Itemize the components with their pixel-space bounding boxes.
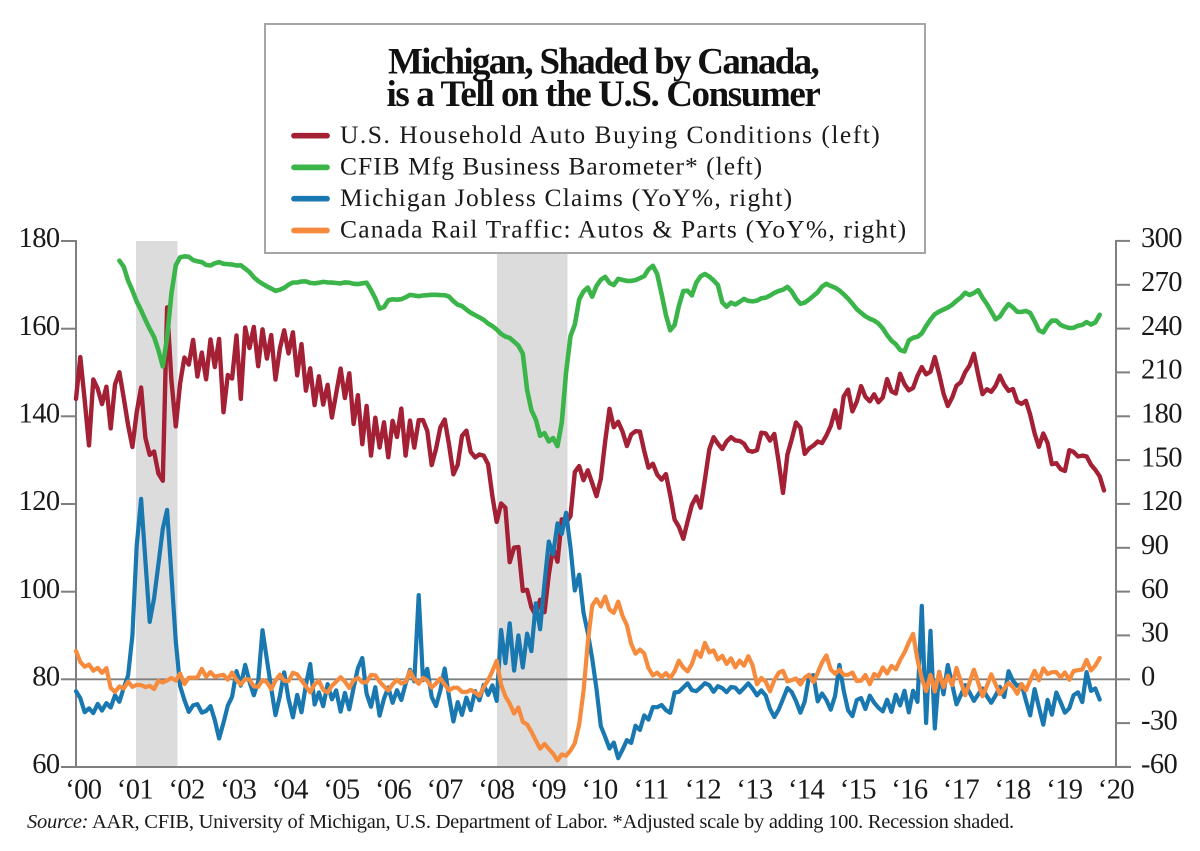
svg-text:30: 30: [1141, 618, 1169, 649]
svg-text:90: 90: [1141, 530, 1169, 561]
svg-text:‘12: ‘12: [685, 775, 721, 806]
svg-text:‘06: ‘06: [375, 775, 412, 806]
svg-text:180: 180: [19, 223, 60, 254]
svg-text:‘08: ‘08: [478, 775, 515, 806]
svg-text:‘09: ‘09: [530, 775, 567, 806]
svg-text:‘15: ‘15: [840, 775, 877, 806]
svg-text:‘07: ‘07: [427, 775, 464, 806]
svg-text:is a Tell on the U.S. Consumer: is a Tell on the U.S. Consumer: [387, 74, 821, 115]
svg-text:100: 100: [19, 574, 60, 605]
svg-text:Canada Rail Traffic: Autos & P: Canada Rail Traffic: Autos & Parts (YoY%…: [340, 215, 907, 244]
svg-text:120: 120: [1141, 486, 1182, 517]
svg-text:‘04: ‘04: [272, 775, 309, 806]
svg-text:U.S. Household Auto Buying Con: U.S. Household Auto Buying Conditions (l…: [340, 120, 881, 149]
svg-text:120: 120: [19, 486, 60, 517]
svg-text:Source: AAR, CFIB, University: Source: AAR, CFIB, University of Michiga…: [27, 811, 1014, 833]
svg-text:‘16: ‘16: [891, 775, 928, 806]
svg-text:0: 0: [1141, 662, 1155, 693]
svg-text:‘00: ‘00: [65, 775, 102, 806]
svg-text:‘17: ‘17: [943, 775, 980, 806]
svg-text:‘19: ‘19: [1046, 775, 1083, 806]
svg-text:‘03: ‘03: [220, 775, 257, 806]
svg-text:300: 300: [1141, 223, 1182, 254]
svg-text:‘01: ‘01: [117, 775, 153, 806]
svg-text:‘14: ‘14: [788, 775, 825, 806]
svg-text:140: 140: [19, 399, 60, 430]
svg-text:Michigan, Shaded by Canada,: Michigan, Shaded by Canada,: [388, 42, 819, 83]
svg-text:‘20: ‘20: [1098, 775, 1135, 806]
svg-text:‘18: ‘18: [994, 775, 1031, 806]
svg-text:‘02: ‘02: [168, 775, 204, 806]
svg-text:‘11: ‘11: [634, 775, 669, 806]
svg-text:-60: -60: [1141, 749, 1178, 780]
svg-text:240: 240: [1141, 311, 1182, 342]
svg-text:210: 210: [1141, 355, 1182, 386]
svg-text:180: 180: [1141, 399, 1182, 430]
svg-text:270: 270: [1141, 267, 1182, 298]
svg-text:160: 160: [19, 311, 60, 342]
svg-text:‘05: ‘05: [323, 775, 360, 806]
svg-text:‘10: ‘10: [581, 775, 618, 806]
svg-text:60: 60: [1141, 574, 1169, 605]
svg-text:150: 150: [1141, 442, 1182, 473]
svg-text:CFIB Mfg Business Barometer* (: CFIB Mfg Business Barometer* (left): [340, 152, 763, 181]
svg-text:-30: -30: [1141, 705, 1178, 736]
svg-text:‘13: ‘13: [736, 775, 773, 806]
svg-text:80: 80: [32, 662, 60, 693]
svg-text:60: 60: [32, 749, 60, 780]
svg-text:Michigan Jobless Claims (YoY%,: Michigan Jobless Claims (YoY%, right): [340, 183, 793, 212]
